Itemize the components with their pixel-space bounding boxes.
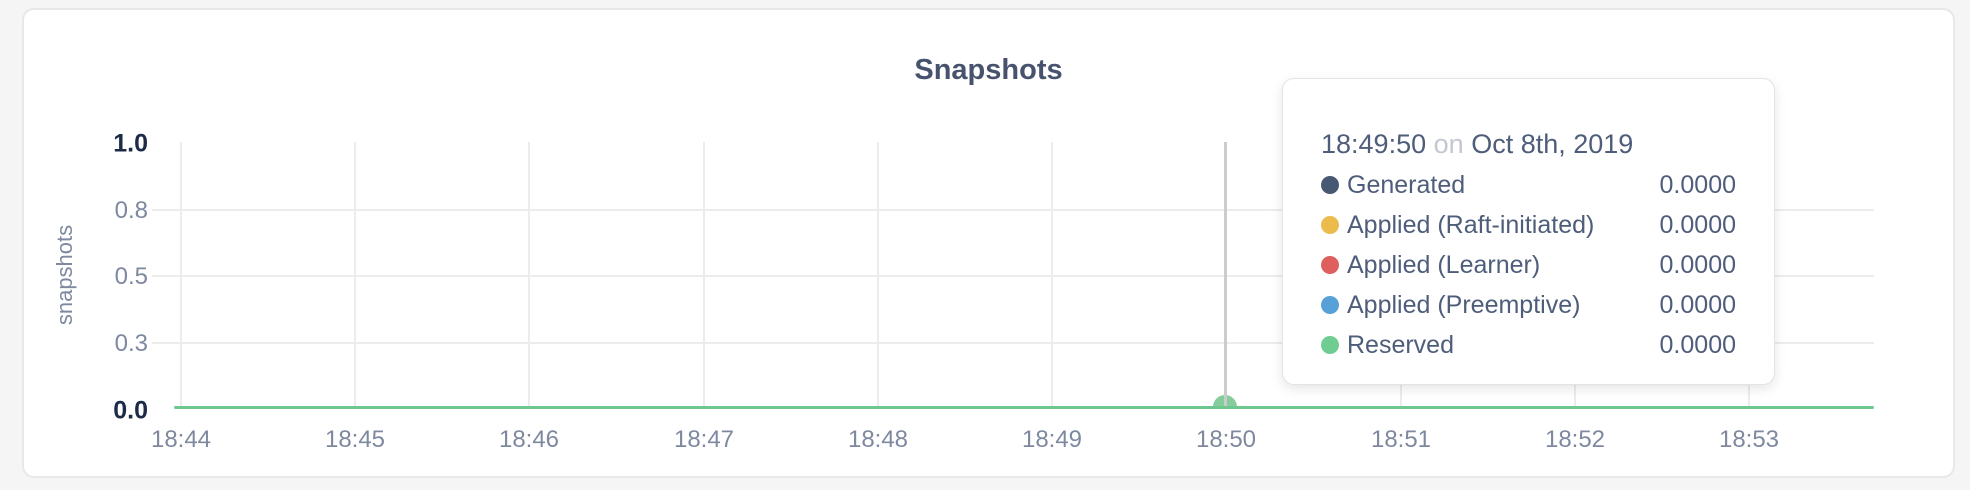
chart-card: Snapshots snapshots 1.0 0.8 0.5 0.3 0.0 … bbox=[22, 8, 1955, 478]
series-color-dot-icon bbox=[1321, 216, 1339, 234]
y-axis-tick: 1.0 bbox=[113, 129, 148, 158]
gridline-horizontal bbox=[152, 342, 1874, 344]
tooltip-conjunction: on bbox=[1433, 129, 1464, 159]
hover-tooltip: 18:49:50 on Oct 8th, 2019 Generated 0.00… bbox=[1282, 78, 1775, 385]
x-axis: 18:44 18:45 18:46 18:47 18:48 18:49 18:5… bbox=[151, 426, 1874, 458]
tooltip-date: Oct 8th, 2019 bbox=[1471, 129, 1634, 159]
x-axis-tick: 18:50 bbox=[1195, 426, 1257, 453]
x-axis-tick: 18:49 bbox=[1021, 426, 1083, 453]
tooltip-time: 18:49:50 bbox=[1321, 129, 1427, 159]
gridline-vertical bbox=[877, 142, 879, 406]
legend-row: Applied (Learner) 0.0000 bbox=[1321, 245, 1736, 285]
legend-row: Reserved 0.0000 bbox=[1321, 325, 1736, 365]
legend-row: Applied (Preemptive) 0.0000 bbox=[1321, 285, 1736, 325]
series-label: Reserved bbox=[1347, 330, 1454, 359]
crosshair-line bbox=[1224, 142, 1227, 407]
series-value: 0.0000 bbox=[1659, 210, 1736, 239]
x-axis-tick: 18:45 bbox=[324, 426, 386, 453]
gridline-vertical bbox=[528, 142, 530, 406]
series-color-dot-icon bbox=[1321, 336, 1339, 354]
gridline-horizontal bbox=[152, 275, 1874, 277]
series-label: Applied (Preemptive) bbox=[1347, 290, 1581, 319]
legend-row: Generated 0.0000 bbox=[1321, 165, 1736, 205]
x-axis-tick: 18:44 bbox=[150, 426, 212, 453]
series-value: 0.0000 bbox=[1659, 250, 1736, 279]
tooltip-header: 18:49:50 on Oct 8th, 2019 bbox=[1321, 127, 1736, 161]
series-color-dot-icon bbox=[1321, 176, 1339, 194]
gridline-horizontal bbox=[152, 209, 1874, 211]
y-axis-tick: 0.8 bbox=[114, 197, 148, 224]
series-color-dot-icon bbox=[1321, 256, 1339, 274]
y-axis-tick: 0.0 bbox=[113, 396, 148, 425]
chart-title: Snapshots bbox=[914, 54, 1063, 86]
series-value: 0.0000 bbox=[1659, 330, 1736, 359]
gridline-vertical bbox=[180, 142, 182, 406]
x-axis-tick: 18:51 bbox=[1370, 426, 1432, 453]
legend-row: Applied (Raft-initiated) 0.0000 bbox=[1321, 205, 1736, 245]
x-axis-tick: 18:47 bbox=[673, 426, 735, 453]
gridline-vertical bbox=[354, 142, 356, 406]
series-value: 0.0000 bbox=[1659, 170, 1736, 199]
series-line-reserved bbox=[174, 406, 1874, 409]
x-axis-tick: 18:48 bbox=[847, 426, 909, 453]
x-axis-tick: 18:53 bbox=[1718, 426, 1780, 453]
series-value: 0.0000 bbox=[1659, 290, 1736, 319]
gridline-vertical bbox=[703, 142, 705, 406]
series-label: Applied (Raft-initiated) bbox=[1347, 210, 1595, 239]
series-label: Applied (Learner) bbox=[1347, 250, 1541, 279]
gridline-vertical bbox=[1051, 142, 1053, 406]
tooltip-legend: Generated 0.0000 Applied (Raft-initiated… bbox=[1321, 165, 1736, 365]
series-label: Generated bbox=[1347, 170, 1466, 199]
x-axis-tick: 18:46 bbox=[498, 426, 560, 453]
series-color-dot-icon bbox=[1321, 296, 1339, 314]
y-axis-tick: 0.5 bbox=[114, 263, 148, 290]
x-axis-tick: 18:52 bbox=[1544, 426, 1606, 453]
y-axis-tick: 0.3 bbox=[114, 330, 148, 357]
